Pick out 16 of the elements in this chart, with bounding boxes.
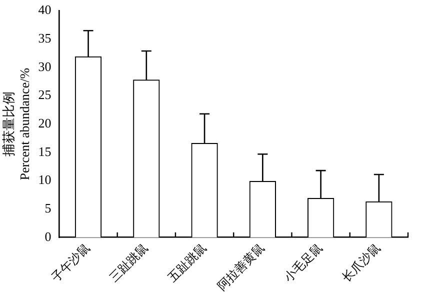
y-axis-title: 捕获量比例 Percent abundance/% [1, 68, 32, 180]
x-tick-label: 阿拉善黄鼠 [214, 240, 268, 294]
x-tick-label: 三趾跳鼠 [106, 240, 151, 285]
x-tick-label: 长爪沙鼠 [339, 240, 384, 285]
y-tick-label: 35 [38, 30, 52, 46]
y-tick-label: 25 [38, 87, 52, 102]
y-tick-label: 30 [38, 58, 52, 74]
y-tick-label: 40 [38, 2, 52, 18]
x-tick-label: 子午沙鼠 [48, 240, 93, 285]
x-tick-label: 小毛足鼠 [281, 240, 326, 285]
x-tick-label: 五趾跳鼠 [165, 240, 209, 285]
y-tick-label: 20 [38, 116, 52, 131]
y-tick-label: 5 [44, 200, 52, 216]
y-tick-label: 0 [44, 228, 52, 244]
y-tick-label: 10 [38, 172, 52, 188]
y-tick-label: 15 [38, 144, 52, 159]
